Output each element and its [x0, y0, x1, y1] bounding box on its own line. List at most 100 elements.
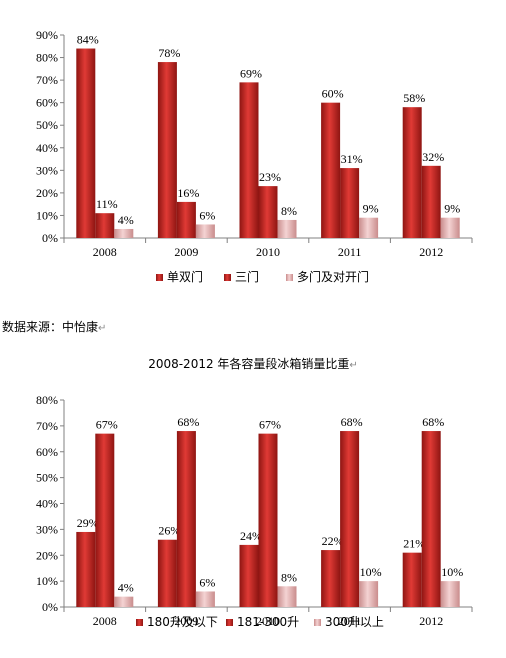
- data-label: 60%: [322, 87, 344, 101]
- legend-label: 三门: [235, 269, 259, 284]
- bar-2008-series-1: [76, 48, 96, 239]
- data-label: 68%: [422, 415, 444, 429]
- x-tick-label: 2009: [174, 614, 198, 628]
- bar-2010-series-1: [239, 544, 259, 607]
- data-label: 26%: [158, 524, 180, 538]
- bar-2009-series-2: [176, 431, 196, 607]
- data-label: 10%: [360, 565, 382, 579]
- data-label: 4%: [118, 581, 134, 595]
- bar-2008-series-3: [114, 228, 134, 238]
- bar-2008-series-1: [76, 531, 96, 607]
- bar-2011-series-3: [359, 217, 379, 238]
- y-tick-label: 40%: [36, 141, 58, 155]
- data-label: 67%: [96, 418, 118, 432]
- data-label: 21%: [403, 537, 425, 551]
- legend-label: 181-300升: [237, 615, 299, 629]
- paragraph-mark: ↵: [98, 323, 107, 334]
- data-label: 10%: [441, 565, 463, 579]
- data-label: 11%: [96, 197, 118, 211]
- y-tick-label: 70%: [36, 419, 58, 433]
- bar-2009-series-3: [195, 591, 215, 607]
- data-label: 4%: [118, 213, 134, 227]
- bar-2009-series-1: [157, 62, 177, 238]
- data-label: 67%: [259, 418, 281, 432]
- bar-2011-series-1: [321, 550, 341, 607]
- y-tick-label: 60%: [36, 445, 58, 459]
- paragraph-mark: ↵: [349, 360, 358, 371]
- y-tick-label: 0%: [42, 600, 58, 614]
- x-tick-label: 2010: [256, 245, 280, 259]
- bar-2011-series-1: [321, 102, 341, 239]
- data-label: 68%: [341, 415, 363, 429]
- bar-2011-series-2: [340, 168, 360, 238]
- legend-label: 单双门: [167, 269, 203, 284]
- data-label: 32%: [422, 150, 444, 164]
- data-label: 29%: [77, 516, 99, 530]
- y-tick-label: 50%: [36, 118, 58, 132]
- data-label: 31%: [341, 152, 363, 166]
- bar-2010-series-1: [239, 82, 259, 238]
- bar-2012-series-3: [440, 217, 460, 238]
- data-label: 24%: [240, 529, 262, 543]
- y-tick-label: 20%: [36, 186, 58, 200]
- chart-2-title: 2008-2012 年各容量段冰箱销量比重↵: [0, 355, 506, 372]
- bar-2012-series-1: [402, 552, 422, 607]
- bar-2008-series-2: [95, 433, 115, 607]
- data-label: 6%: [199, 208, 215, 222]
- y-tick-label: 10%: [36, 208, 58, 222]
- data-label: 22%: [322, 534, 344, 548]
- source-note-text: 数据来源：中怡康: [2, 320, 99, 334]
- chart-sales-share-by-capacity: 0% 10% 20% 30% 40% 50% 60% 70% 80% 29% 67% 4% 2008 26…: [36, 393, 473, 629]
- bar-2012-series-1: [402, 107, 422, 238]
- data-label: 58%: [403, 91, 425, 105]
- bar-2012-series-2: [421, 165, 441, 238]
- x-tick-label: 2011: [338, 614, 362, 628]
- bar-2012-series-2: [421, 431, 441, 607]
- y-tick-label: 60%: [36, 96, 58, 110]
- bar-2010-series-3: [277, 586, 297, 607]
- y-tick-label: 40%: [36, 497, 58, 511]
- bar-2010-series-2: [258, 186, 278, 238]
- legend-label: 300升以上: [325, 615, 384, 629]
- data-label: 78%: [158, 46, 180, 60]
- bar-2009-series-1: [157, 539, 177, 607]
- x-tick-label: 2012: [419, 614, 443, 628]
- data-label: 6%: [199, 575, 215, 589]
- source-note: 数据来源：中怡康↵: [2, 318, 106, 335]
- bar-2008-series-3: [114, 596, 134, 607]
- y-tick-label: 90%: [36, 28, 58, 42]
- data-label: 68%: [177, 415, 199, 429]
- chart-2-title-text: 2008-2012 年各容量段冰箱销量比重: [148, 357, 350, 371]
- bar-2009-series-3: [195, 224, 215, 238]
- data-label: 9%: [363, 202, 379, 216]
- y-tick-label: 70%: [36, 73, 58, 87]
- x-tick-label: 2010: [256, 614, 280, 628]
- y-tick-label: 80%: [36, 393, 58, 407]
- x-tick-label: 2008: [93, 245, 117, 259]
- y-tick-label: 0%: [42, 231, 58, 245]
- y-tick-label: 50%: [36, 471, 58, 485]
- data-label: 8%: [281, 204, 297, 218]
- data-label: 23%: [259, 170, 281, 184]
- y-tick-label: 10%: [36, 574, 58, 588]
- legend-swatch: [314, 619, 321, 626]
- data-label: 9%: [444, 202, 460, 216]
- bar-2011-series-3: [359, 581, 379, 607]
- x-tick-label: 2009: [174, 245, 198, 259]
- chart-market-share-by-door-type: 0% 10% 20% 30% 40% 50% 60% 70% 80% 90% 84% 11%4% 200…: [36, 28, 473, 284]
- bar-2011-series-2: [340, 431, 360, 607]
- bar-2012-series-3: [440, 581, 460, 607]
- y-tick-label: 20%: [36, 548, 58, 562]
- x-tick-label: 2008: [93, 614, 117, 628]
- bar-2010-series-3: [277, 219, 297, 238]
- legend-swatch: [136, 619, 143, 626]
- bar-2009-series-2: [176, 201, 196, 238]
- bar-2008-series-2: [95, 213, 115, 238]
- y-tick-label: 30%: [36, 163, 58, 177]
- legend-swatch: [156, 274, 163, 281]
- legend-swatch: [226, 619, 233, 626]
- legend-swatch: [286, 274, 293, 281]
- legend-label: 多门及对开门: [297, 269, 369, 284]
- data-label: 84%: [77, 33, 99, 47]
- x-tick-label: 2011: [338, 245, 362, 259]
